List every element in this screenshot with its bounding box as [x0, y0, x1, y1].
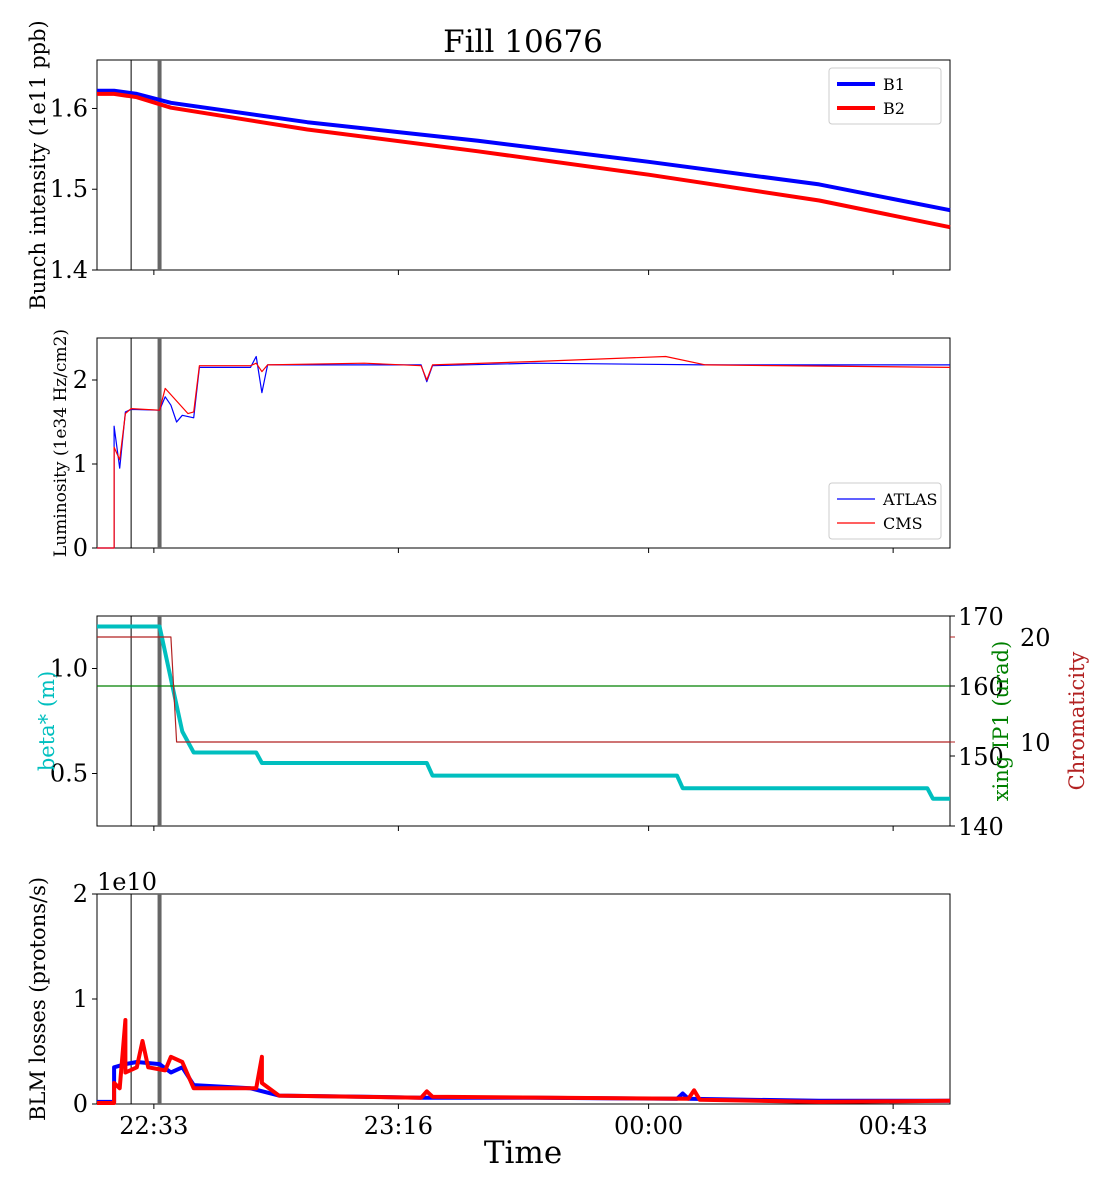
panel-optics-right-ytick-label: 150 — [958, 743, 1004, 771]
panel-optics-far-right-ytick-label: 10 — [1020, 729, 1051, 757]
panel-intensity-frame — [96, 59, 951, 271]
panel-luminosity-legend — [828, 482, 942, 540]
panel-optics-right-ytick-label: 140 — [958, 813, 1004, 841]
x-tick-label: 22:33 — [119, 1112, 188, 1140]
panel-losses-frame — [96, 893, 951, 1105]
x-axis-title: Time — [484, 1135, 562, 1171]
panel-optics-ytick-label: 1.0 — [50, 655, 88, 683]
panel-optics-series-beta- — [97, 624, 950, 801]
panel-optics-ylabel: beta* (m) — [35, 671, 59, 771]
panel-losses-offset-text: 1e10 — [97, 868, 157, 896]
panel-optics-right-ytick-label: 170 — [958, 603, 1004, 631]
panel-losses-ytick-label: 1 — [73, 985, 88, 1013]
panel-intensity-series-b1 — [97, 88, 951, 213]
panel-optics-ytick-label: 0.5 — [50, 760, 88, 788]
panel-luminosity-legend-label: CMS — [883, 514, 923, 533]
panel-intensity-ytick-label: 1.6 — [50, 94, 88, 122]
panel-luminosity-ylabel: Luminosity (1e34 Hz/cm2) — [51, 329, 71, 557]
panel-luminosity-legend-label: ATLAS — [882, 490, 938, 509]
x-tick-label: 00:43 — [859, 1112, 928, 1140]
panel-luminosity-ytick-label: 1 — [73, 450, 88, 478]
x-tick-label: 23:16 — [364, 1112, 433, 1140]
panel-losses-ytick-label: 0 — [73, 1090, 88, 1118]
panel-losses-ylabel: BLM losses (protons/s) — [26, 877, 50, 1121]
figure-title: Fill 10676 — [443, 24, 603, 60]
panel-optics-frame — [96, 615, 951, 827]
panel-intensity-ylabel: Bunch intensity (1e11 ppb) — [26, 20, 50, 309]
panel-optics-series-chromaticity — [97, 636, 950, 743]
panel-intensity-ytick-label: 1.4 — [50, 256, 88, 284]
x-tick-label: 00:00 — [614, 1112, 683, 1140]
panel-intensity-legend-label: B1 — [883, 75, 905, 94]
panel-luminosity-frame — [96, 337, 951, 549]
panel-intensity-series-b2 — [97, 91, 951, 230]
panel-intensity-legend-label: B2 — [883, 99, 905, 118]
panel-optics-far-right-ylabel: Chromaticity — [1065, 652, 1089, 791]
panel-optics-far-right-ytick-label: 20 — [1020, 624, 1051, 652]
panel-intensity-ytick-label: 1.5 — [50, 175, 88, 203]
panel-optics-right-ytick-label: 160 — [958, 673, 1004, 701]
panel-luminosity-series-atlas — [97, 355, 950, 549]
panel-luminosity-series-cms — [97, 355, 951, 549]
panel-optics-right-ylabel: xing IP1 (urad) — [989, 641, 1013, 802]
panel-luminosity-ytick-label: 2 — [73, 366, 88, 394]
panel-losses-ytick-label: 2 — [73, 880, 88, 908]
panel-losses-series-b2 — [97, 1018, 951, 1105]
panel-luminosity-ytick-label: 0 — [73, 534, 88, 562]
